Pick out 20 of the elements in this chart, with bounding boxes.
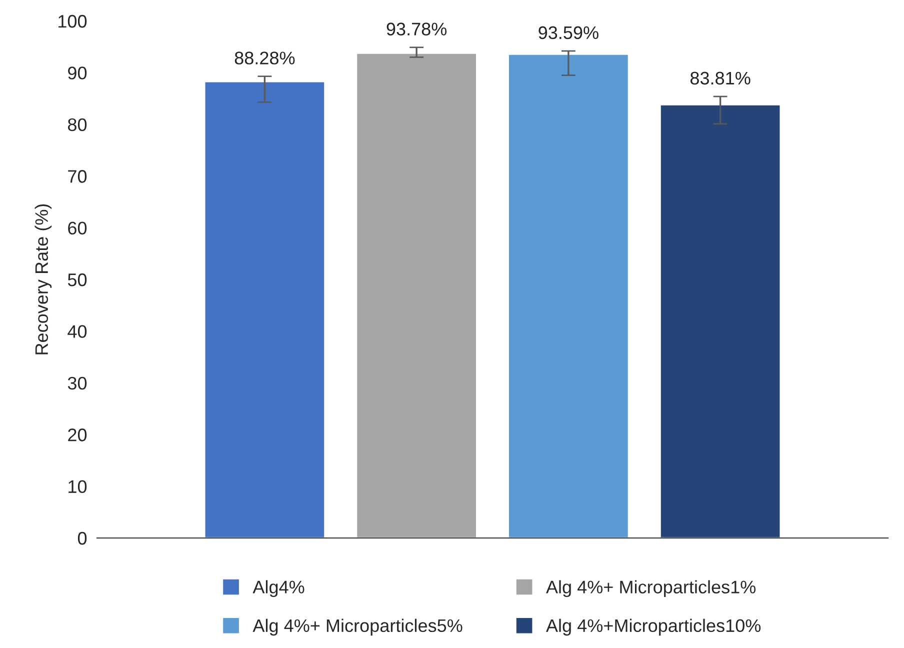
data-label: 83.81% [690,72,750,85]
y-tick-label: 20 [68,428,87,442]
y-tick-label: 80 [68,118,87,132]
data-label: 88.28% [234,52,295,64]
y-tick-label: 70 [68,170,87,183]
y-tick-label: 100 [58,14,87,28]
y-tick-label: 60 [68,222,87,235]
data-label: 93.78% [386,22,447,36]
legend-label: Alg 4%+Microparticles10% [546,618,761,636]
y-tick-label: 90 [68,66,87,80]
y-tick-label: 10 [68,480,87,494]
data-label: 93.59% [538,26,598,40]
y-tick-label: 40 [68,325,87,338]
legend-label: Alg4% [252,580,304,598]
y-tick-label: 30 [68,376,87,390]
y-tick-label: 50 [68,273,87,286]
y-axis-title: Recovery Rate (%) [34,204,52,354]
y-tick-label: 0 [78,532,87,545]
legend-label: Alg 4%+ Microparticles5% [252,618,462,636]
legend-label: Alg 4%+ Microparticles1% [546,580,756,598]
